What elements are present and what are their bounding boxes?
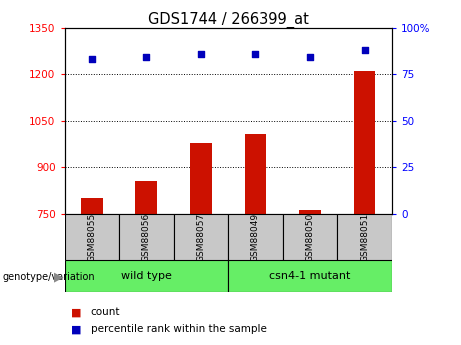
Bar <box>174 214 228 260</box>
Bar <box>65 260 228 292</box>
Text: GDS1744 / 266399_at: GDS1744 / 266399_at <box>148 12 308 28</box>
Text: ■: ■ <box>71 325 82 334</box>
Point <box>252 51 259 57</box>
Point <box>142 55 150 60</box>
Text: csn4-1 mutant: csn4-1 mutant <box>269 271 351 281</box>
Bar <box>244 134 266 214</box>
Bar <box>283 214 337 260</box>
Text: GSM88056: GSM88056 <box>142 213 151 262</box>
Bar <box>119 214 174 260</box>
Point <box>197 51 205 57</box>
Point <box>88 57 95 62</box>
Text: GSM88055: GSM88055 <box>87 213 96 262</box>
Text: GSM88050: GSM88050 <box>306 213 314 262</box>
Bar <box>136 181 157 214</box>
Bar <box>337 214 392 260</box>
Bar <box>228 214 283 260</box>
Text: wild type: wild type <box>121 271 172 281</box>
Bar <box>299 210 321 214</box>
Text: genotype/variation: genotype/variation <box>2 272 95 282</box>
Bar <box>354 71 375 214</box>
Text: ■: ■ <box>71 307 82 317</box>
Bar <box>65 214 119 260</box>
Bar <box>190 143 212 214</box>
Text: GSM88057: GSM88057 <box>196 213 206 262</box>
Text: ▶: ▶ <box>54 270 64 283</box>
Point <box>306 55 313 60</box>
Bar <box>228 260 392 292</box>
Text: GSM88051: GSM88051 <box>360 213 369 262</box>
Point <box>361 47 368 53</box>
Text: percentile rank within the sample: percentile rank within the sample <box>91 325 267 334</box>
Text: GSM88049: GSM88049 <box>251 213 260 262</box>
Text: count: count <box>91 307 120 317</box>
Bar <box>81 198 103 214</box>
